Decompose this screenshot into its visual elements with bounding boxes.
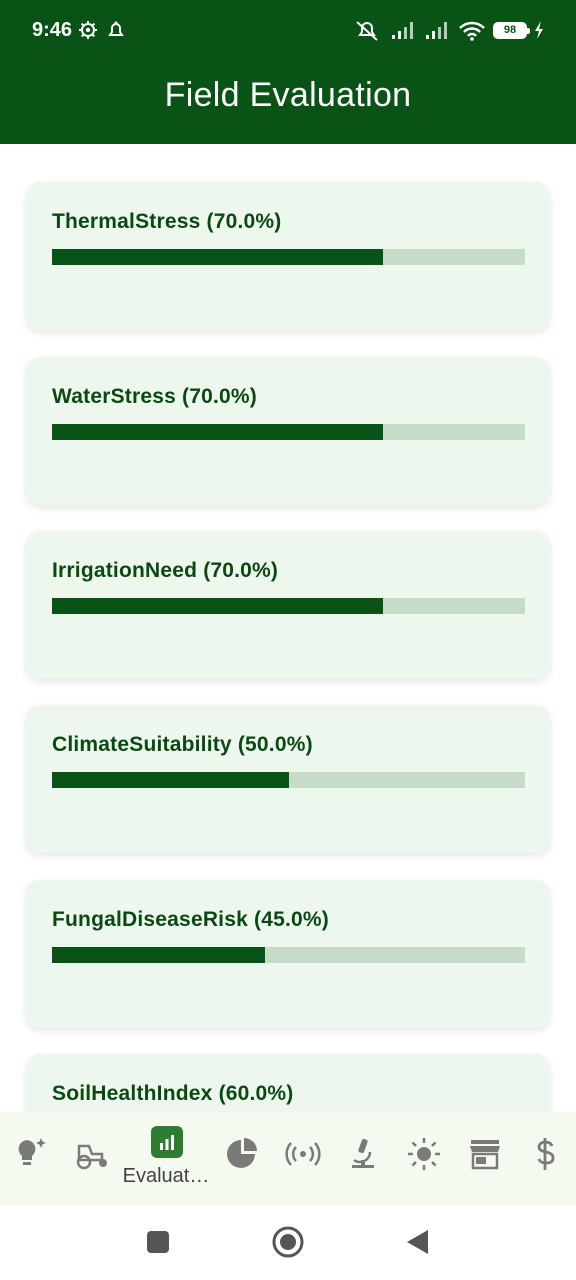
nav-item-advice[interactable] <box>0 1112 60 1205</box>
status-bar: 9:46 <box>0 0 576 62</box>
nav-item-finance[interactable] <box>515 1112 575 1205</box>
evaluation-list[interactable]: ThermalStress (70.0%) WaterStress (70.0%… <box>0 144 576 1112</box>
mute-icon <box>356 21 378 41</box>
page-title: Field Evaluation <box>164 76 412 114</box>
battery-indicator: 98 <box>493 22 530 39</box>
microscope-icon <box>352 1138 374 1168</box>
wifi-icon <box>459 21 485 41</box>
metric-card: ThermalStress (70.0%) <box>26 182 550 330</box>
progress-fill <box>52 598 384 614</box>
metric-card: ClimateSuitability (50.0%) <box>26 705 550 853</box>
home-button[interactable] <box>271 1225 305 1259</box>
progress-fill <box>52 772 289 788</box>
system-navigation-bar <box>0 1205 576 1280</box>
nav-item-weather[interactable] <box>393 1112 453 1205</box>
progress-fill <box>52 947 265 963</box>
back-button[interactable] <box>404 1228 430 1256</box>
sun-icon <box>408 1138 440 1170</box>
tractor-icon <box>76 1144 107 1170</box>
metric-card: FungalDiseaseRisk (45.0%) <box>26 880 550 1028</box>
progress-track <box>52 598 525 614</box>
app-header: 9:46 <box>0 0 576 144</box>
pie-chart-icon <box>227 1138 257 1168</box>
metric-label: IrrigationNeed (70.0%) <box>52 559 279 582</box>
nav-item-lab[interactable] <box>333 1112 393 1205</box>
metric-card: IrrigationNeed (70.0%) <box>26 531 550 679</box>
progress-track <box>52 424 525 440</box>
sensor-signal-icon <box>285 1142 321 1166</box>
nav-item-evaluation-label: Evaluat… <box>122 1165 210 1187</box>
signal-icon-1 <box>392 22 413 39</box>
nav-item-analytics[interactable] <box>212 1112 272 1205</box>
progress-fill <box>52 249 384 265</box>
progress-fill <box>52 424 384 440</box>
status-time: 9:46 <box>32 19 73 41</box>
nav-item-sensors[interactable] <box>272 1112 332 1205</box>
progress-track <box>52 249 525 265</box>
metric-label: FungalDiseaseRisk (45.0%) <box>52 908 329 931</box>
nav-item-market[interactable] <box>454 1112 514 1205</box>
progress-track <box>52 772 525 788</box>
metric-label: WaterStress (70.0%) <box>52 385 257 408</box>
metric-card: SoilHealthIndex (60.0%) <box>26 1054 550 1112</box>
signal-icon-2 <box>426 22 447 39</box>
recents-button[interactable] <box>146 1230 170 1254</box>
metric-card: WaterStress (70.0%) <box>26 357 550 505</box>
bottom-navigation <box>0 1112 576 1205</box>
nav-item-evaluation[interactable] <box>137 1112 197 1205</box>
metric-label: ClimateSuitability (50.0%) <box>52 733 313 756</box>
settings-icon <box>79 21 97 39</box>
charging-bolt-icon <box>535 21 543 39</box>
nav-item-tractor[interactable] <box>60 1112 120 1205</box>
metric-label: SoilHealthIndex (60.0%) <box>52 1082 294 1105</box>
store-icon <box>470 1140 500 1170</box>
dollar-icon <box>537 1138 555 1170</box>
progress-track <box>52 947 525 963</box>
metric-label: ThermalStress (70.0%) <box>52 210 282 233</box>
notification-bell-icon <box>108 21 124 36</box>
bar-chart-icon <box>160 1135 174 1150</box>
lightbulb-sparkle-icon <box>18 1138 46 1165</box>
